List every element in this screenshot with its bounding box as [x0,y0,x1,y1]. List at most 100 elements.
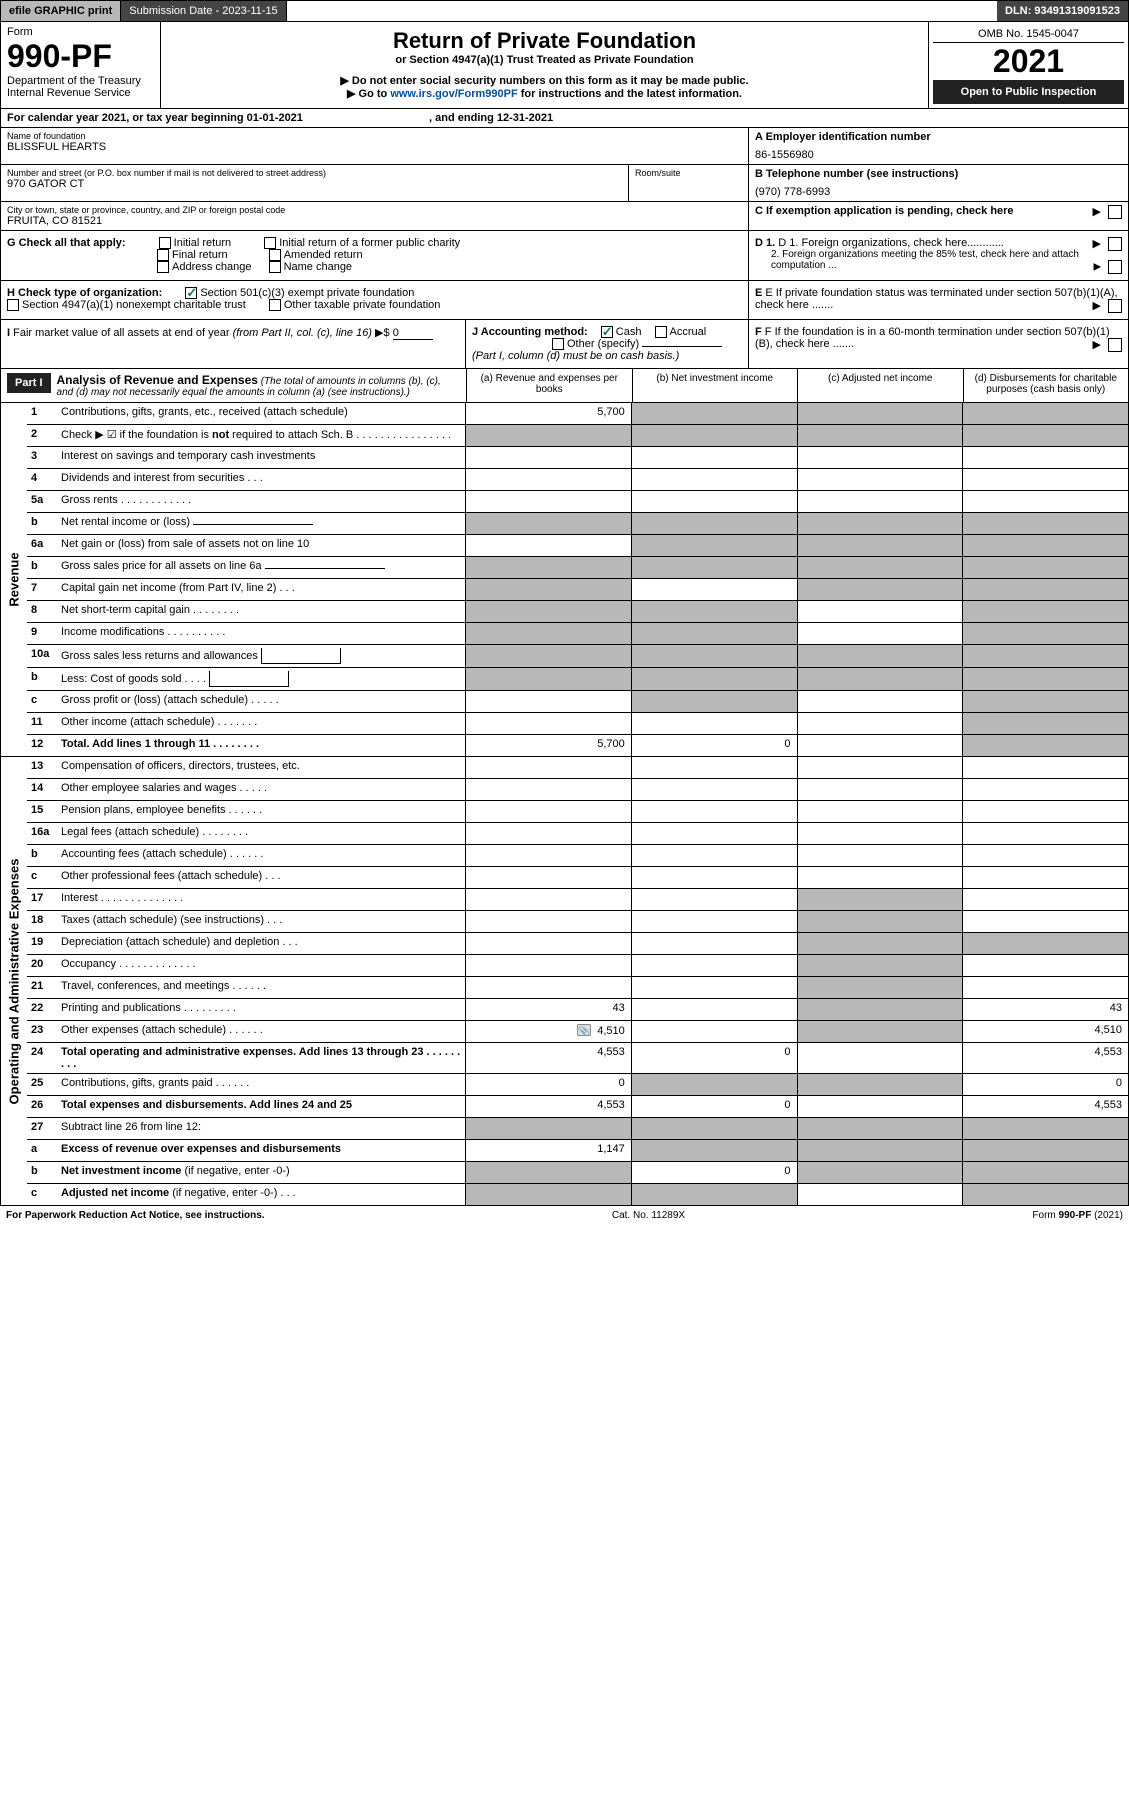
col-c [797,933,963,954]
col-b [631,513,797,534]
line-b: bAccounting fees (attach schedule) . . .… [27,844,1128,866]
col-a [466,469,631,490]
line-num: 3 [27,447,57,468]
col-d [962,867,1128,888]
line-20: 20Occupancy . . . . . . . . . . . . . [27,954,1128,976]
line-num: 16a [27,823,57,844]
col-a-header: (a) Revenue and expenses per books [466,369,632,402]
line-num: c [27,867,57,888]
col-d [962,735,1128,756]
line-desc: Gross profit or (loss) (attach schedule)… [57,691,466,712]
col-b [631,1074,797,1095]
col-d [962,535,1128,556]
line-num: 5a [27,491,57,512]
col-c [797,911,963,932]
checkbox-d1[interactable] [1108,237,1122,251]
line-num: 4 [27,469,57,490]
checkbox-cash[interactable] [601,326,613,338]
checkbox-initial-former[interactable] [264,237,276,249]
street-value: 970 GATOR CT [7,178,622,190]
line-desc: Other employee salaries and wages . . . … [57,779,466,800]
checkbox-final[interactable] [157,249,169,261]
attachment-icon[interactable]: 📎 [577,1024,591,1036]
col-b [631,403,797,424]
line-num: b [27,1162,57,1183]
checkbox-501c3[interactable] [185,287,197,299]
line-num: 11 [27,713,57,734]
col-a [466,867,631,888]
col-d [962,779,1128,800]
line-24: 24Total operating and administrative exp… [27,1042,1128,1073]
col-b [631,845,797,866]
checkbox-d2[interactable] [1108,260,1122,274]
checkbox-f[interactable] [1108,338,1122,352]
checkbox-4947[interactable] [7,299,19,311]
col-d [962,889,1128,910]
line-11: 11Other income (attach schedule) . . . .… [27,712,1128,734]
line-6a: 6aNet gain or (loss) from sale of assets… [27,534,1128,556]
d2-label: 2. Foreign organizations meeting the 85%… [755,249,1122,271]
col-a [466,645,631,667]
col-a [466,691,631,712]
line-desc: Pension plans, employee benefits . . . .… [57,801,466,822]
goto-suffix: for instructions and the latest informat… [518,88,742,100]
footer-catno: Cat. No. 11289X [612,1210,685,1221]
line-desc: Capital gain net income (from Part IV, l… [57,579,466,600]
col-d: 4,553 [962,1096,1128,1117]
form-label: Form [7,26,154,38]
efile-print-button[interactable]: efile GRAPHIC print [1,1,121,21]
col-d: 4,553 [962,1043,1128,1073]
col-c [797,623,963,644]
line-c: cAdjusted net income (if negative, enter… [27,1183,1128,1205]
dept-label: Department of the Treasury [7,75,154,87]
calendar-year-row: For calendar year 2021, or tax year begi… [0,109,1129,128]
line-num: 19 [27,933,57,954]
checkbox-amended[interactable] [269,249,281,261]
col-c [797,557,963,578]
col-b [631,601,797,622]
line-num: 27 [27,1118,57,1139]
col-a [466,779,631,800]
col-d [962,933,1128,954]
checkbox-e[interactable] [1108,299,1122,313]
col-c [797,735,963,756]
col-c [797,955,963,976]
line-22: 22Printing and publications . . . . . . … [27,998,1128,1020]
line-num: 9 [27,623,57,644]
col-d [962,955,1128,976]
col-a [466,668,631,690]
col-a: 📎 4,510 [466,1021,631,1042]
d1-label: D 1. D 1. Foreign organizations, check h… [755,237,1122,249]
checkbox-accrual[interactable] [655,326,667,338]
line-num: 8 [27,601,57,622]
checkbox-c[interactable] [1108,205,1122,219]
line-26: 26Total expenses and disbursements. Add … [27,1095,1128,1117]
col-d [962,601,1128,622]
checkbox-name[interactable] [269,261,281,273]
c-label: C If exemption application is pending, c… [755,205,1122,217]
col-b [631,757,797,778]
f-label: F F If the foundation is in a 60-month t… [755,326,1122,350]
line-num: 21 [27,977,57,998]
col-a: 4,553 [466,1096,631,1117]
col-a [466,1162,631,1183]
form990pf-link[interactable]: www.irs.gov/Form990PF [390,88,517,100]
street-label: Number and street (or P.O. box number if… [7,168,622,178]
line-21: 21Travel, conferences, and meetings . . … [27,976,1128,998]
tel-label: B Telephone number (see instructions) [755,168,1122,180]
line-7: 7Capital gain net income (from Part IV, … [27,578,1128,600]
name-label: Name of foundation [7,131,742,141]
checkbox-other[interactable] [552,338,564,350]
line-desc: Printing and publications . . . . . . . … [57,999,466,1020]
line-num: b [27,557,57,578]
col-b-header: (b) Net investment income [632,369,798,402]
col-a [466,933,631,954]
line-15: 15Pension plans, employee benefits . . .… [27,800,1128,822]
checkbox-initial[interactable] [159,237,171,249]
line-num: c [27,691,57,712]
checkbox-address[interactable] [157,261,169,273]
col-a [466,889,631,910]
checkbox-other-tax[interactable] [269,299,281,311]
expenses-side-label: Operating and Administrative Expenses [1,756,27,1205]
line-desc: Other expenses (attach schedule) . . . .… [57,1021,466,1042]
